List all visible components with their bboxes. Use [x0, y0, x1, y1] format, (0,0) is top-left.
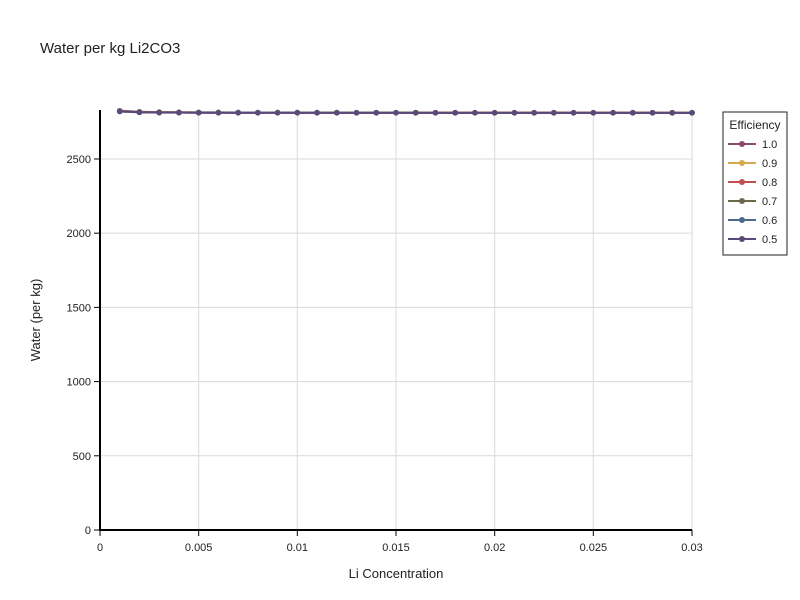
y-tick-label: 1500 — [67, 302, 91, 314]
data-point — [156, 109, 162, 116]
data-point — [353, 110, 360, 116]
x-tick-label: 0.025 — [580, 542, 608, 554]
legend-box — [722, 111, 788, 256]
data-point — [314, 110, 320, 116]
legend-title: Efficiency — [729, 118, 780, 132]
y-tick-label: 1000 — [67, 377, 91, 389]
data-point — [412, 110, 419, 116]
data-point — [136, 109, 143, 116]
legend-label: 0.5 — [762, 234, 777, 246]
legend-item: 1.0 — [728, 139, 777, 151]
legend-swatch-marker — [739, 217, 745, 223]
data-point — [176, 109, 182, 116]
series-layer — [116, 107, 695, 116]
legend-label: 1.0 — [762, 139, 777, 151]
data-point — [570, 110, 577, 116]
y-tick-label: 2000 — [67, 228, 91, 240]
data-point — [689, 110, 695, 116]
series-line — [119, 110, 692, 114]
data-point — [334, 110, 340, 116]
x-tick-label: 0.015 — [382, 542, 410, 554]
legend-swatch-marker — [739, 141, 745, 147]
legend: Efficiency 1.0 0.9 0.8 0.7 0.6 0.5 — [722, 111, 788, 256]
x-axis-label: Li Concentration — [349, 566, 444, 581]
data-point — [116, 108, 123, 115]
y-axis-label: Water (per kg) — [28, 279, 43, 362]
data-point — [255, 110, 261, 116]
data-point — [669, 110, 676, 116]
chart-title: Water per kg Li2CO3 — [40, 40, 181, 57]
data-point — [215, 110, 222, 116]
data-point — [472, 110, 478, 116]
data-point — [610, 110, 616, 116]
data-point — [294, 110, 301, 116]
legend-item: 0.5 — [728, 234, 777, 246]
data-point — [373, 110, 380, 116]
legend-item: 0.7 — [728, 196, 777, 208]
series-0.5 — [116, 108, 695, 116]
y-tick-label: 2500 — [67, 154, 91, 166]
x-tick-label: 0.01 — [287, 542, 308, 554]
data-point — [551, 110, 557, 116]
data-point — [531, 110, 537, 116]
y-tick-label: 500 — [73, 451, 91, 463]
legend-swatch-marker — [739, 198, 745, 204]
data-point — [590, 110, 597, 116]
x-tick-label: 0.02 — [484, 542, 505, 554]
data-point — [393, 110, 399, 116]
data-point — [452, 110, 459, 116]
data-point — [432, 110, 439, 116]
y-tick-label: 0 — [85, 525, 91, 537]
x-tick-label: 0.03 — [681, 542, 702, 554]
legend-swatch-marker — [739, 179, 745, 185]
legend-swatch-marker — [739, 160, 745, 166]
data-point — [195, 110, 202, 116]
data-point — [649, 110, 656, 116]
x-tick-label: 0.005 — [185, 542, 213, 554]
legend-label: 0.8 — [762, 177, 777, 189]
legend-item: 0.6 — [728, 215, 777, 227]
legend-label: 0.6 — [762, 215, 777, 227]
data-point — [491, 110, 498, 116]
x-tick-label: 0 — [97, 542, 103, 554]
data-point — [511, 110, 518, 116]
axes: 0 0.005 0.01 0.015 0.02 0.025 0.03 0 500 1000 1500… — [67, 110, 703, 554]
data-point — [274, 110, 281, 116]
legend-label: 0.7 — [762, 196, 777, 208]
legend-item: 0.9 — [728, 158, 777, 170]
data-point — [630, 110, 636, 116]
legend-label: 0.9 — [762, 158, 777, 170]
legend-item: 0.8 — [728, 177, 777, 189]
gridlines — [100, 110, 693, 530]
legend-swatch-marker — [739, 236, 745, 242]
data-point — [235, 110, 241, 116]
